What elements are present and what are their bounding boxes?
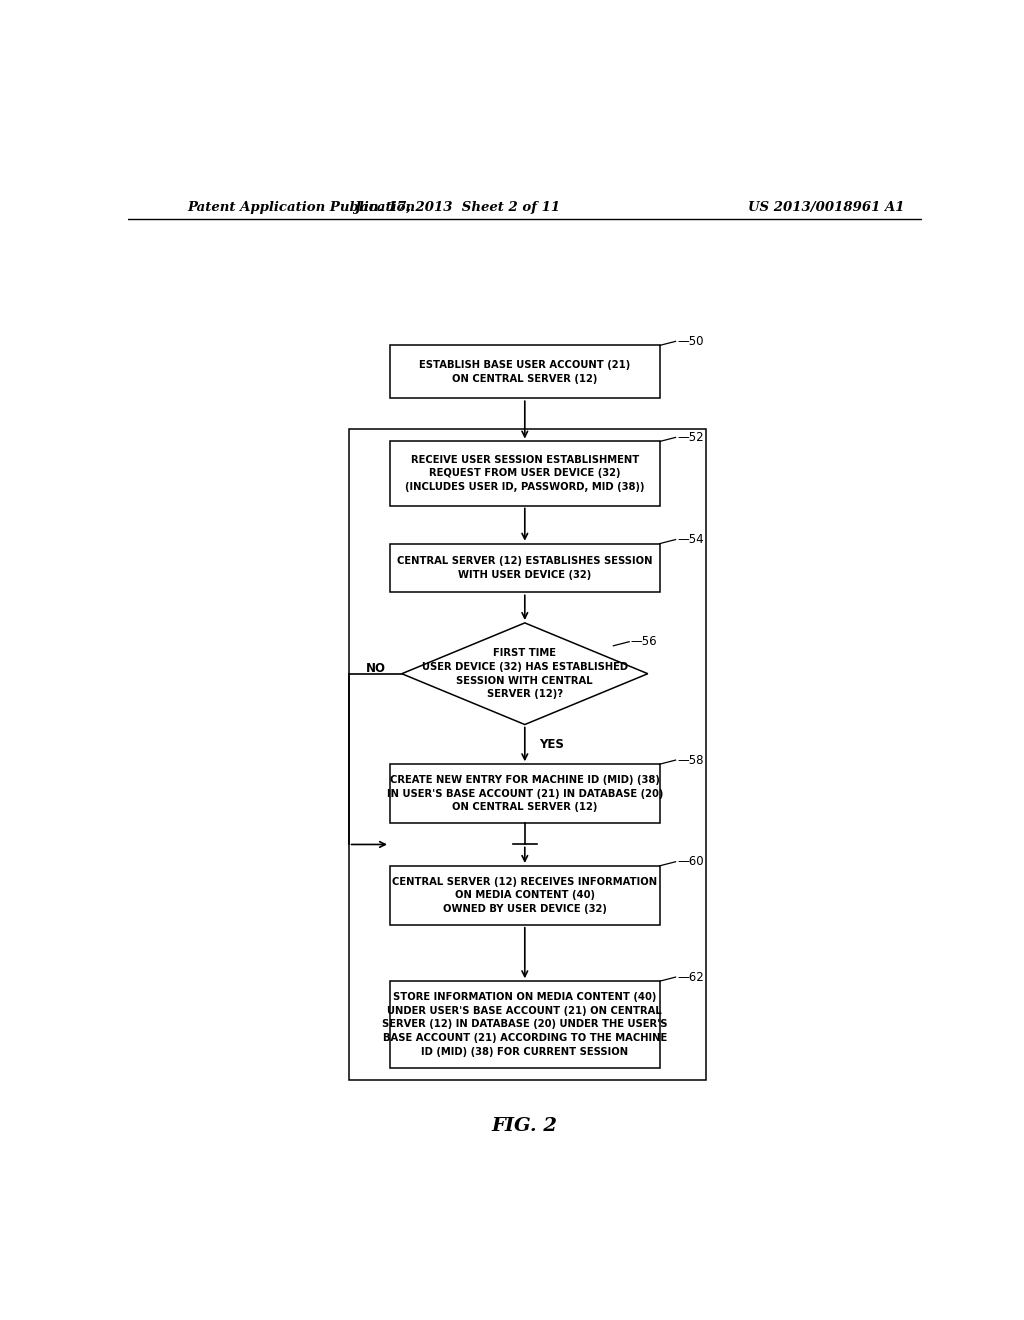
Text: —62: —62 <box>677 970 703 983</box>
Text: FIRST TIME
USER DEVICE (32) HAS ESTABLISHED
SESSION WITH CENTRAL
SERVER (12)?: FIRST TIME USER DEVICE (32) HAS ESTABLIS… <box>422 648 628 700</box>
Text: CENTRAL SERVER (12) ESTABLISHES SESSION
WITH USER DEVICE (32): CENTRAL SERVER (12) ESTABLISHES SESSION … <box>397 556 652 579</box>
FancyBboxPatch shape <box>390 544 659 593</box>
Text: —54: —54 <box>677 533 703 546</box>
Polygon shape <box>401 623 648 725</box>
FancyBboxPatch shape <box>390 981 659 1068</box>
FancyBboxPatch shape <box>390 441 659 506</box>
Text: Patent Application Publication: Patent Application Publication <box>187 201 416 214</box>
Text: ESTABLISH BASE USER ACCOUNT (21)
ON CENTRAL SERVER (12): ESTABLISH BASE USER ACCOUNT (21) ON CENT… <box>419 360 631 384</box>
Text: —50: —50 <box>677 335 703 348</box>
Text: —58: —58 <box>677 754 703 767</box>
FancyBboxPatch shape <box>390 346 659 399</box>
Text: —56: —56 <box>631 635 657 648</box>
Text: —52: —52 <box>677 430 703 444</box>
Text: YES: YES <box>539 738 564 751</box>
Text: FIG. 2: FIG. 2 <box>492 1117 558 1135</box>
FancyBboxPatch shape <box>390 764 659 824</box>
Text: US 2013/0018961 A1: US 2013/0018961 A1 <box>749 201 904 214</box>
Text: Jan. 17, 2013  Sheet 2 of 11: Jan. 17, 2013 Sheet 2 of 11 <box>354 201 560 214</box>
Text: STORE INFORMATION ON MEDIA CONTENT (40)
UNDER USER'S BASE ACCOUNT (21) ON CENTRA: STORE INFORMATION ON MEDIA CONTENT (40) … <box>382 993 668 1056</box>
Text: NO: NO <box>366 663 386 675</box>
Text: —60: —60 <box>677 855 703 869</box>
Text: CENTRAL SERVER (12) RECEIVES INFORMATION
ON MEDIA CONTENT (40)
OWNED BY USER DEV: CENTRAL SERVER (12) RECEIVES INFORMATION… <box>392 876 657 913</box>
Text: RECEIVE USER SESSION ESTABLISHMENT
REQUEST FROM USER DEVICE (32)
(INCLUDES USER : RECEIVE USER SESSION ESTABLISHMENT REQUE… <box>406 455 644 492</box>
FancyBboxPatch shape <box>390 866 659 925</box>
Text: CREATE NEW ENTRY FOR MACHINE ID (MID) (38)
IN USER'S BASE ACCOUNT (21) IN DATABA: CREATE NEW ENTRY FOR MACHINE ID (MID) (3… <box>387 775 663 812</box>
